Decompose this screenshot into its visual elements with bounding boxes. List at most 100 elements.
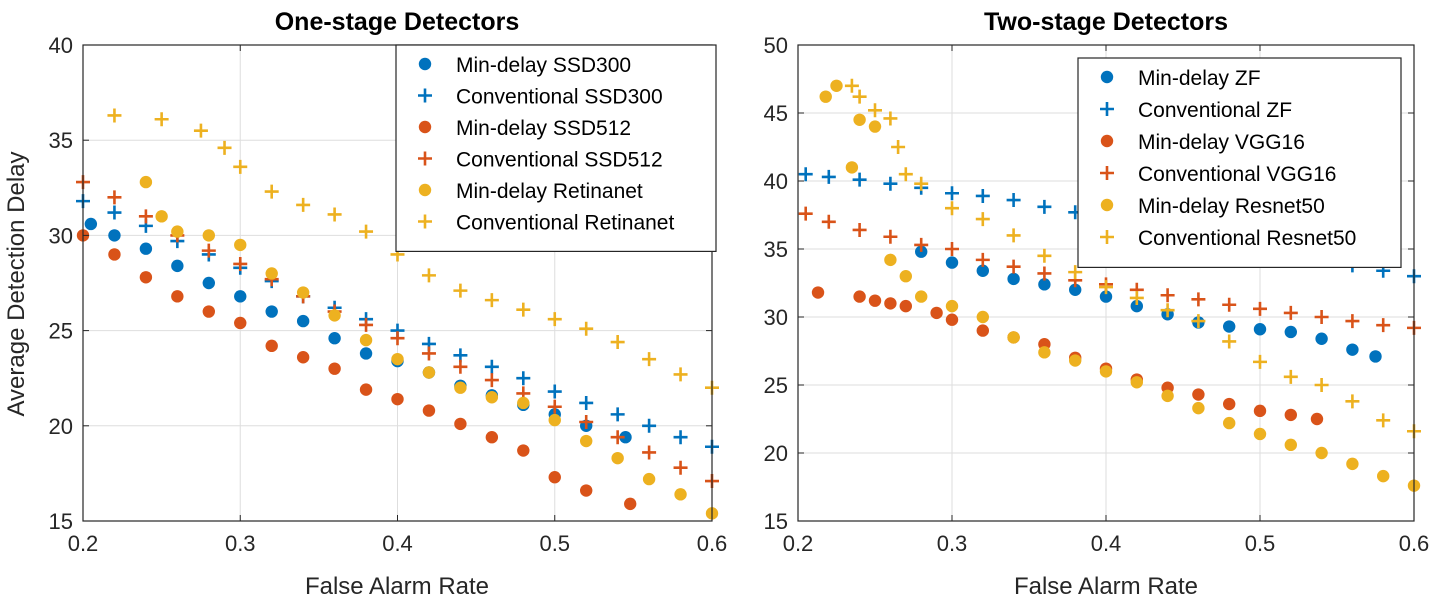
x-axis-label: False Alarm Rate [305,573,489,600]
data-point [579,414,594,429]
data-point [171,290,184,303]
data-point [642,445,657,460]
data-point [359,347,373,360]
data-point [485,391,499,404]
data-point [868,120,882,133]
x-tick-label: 0.5 [1245,531,1276,556]
x-tick-labels: 0.2 0.3 0.4 0.5 0.6 [783,531,1430,556]
data-point [1223,397,1236,411]
data-point [1037,266,1052,281]
data-point [547,399,562,414]
data-point [830,79,843,93]
data-point [853,113,866,127]
data-point [154,112,169,127]
data-point [328,309,341,322]
data-point [1161,389,1174,403]
data-point [548,413,561,427]
data-point [1130,376,1144,389]
data-point [868,294,882,307]
data-point [171,259,184,273]
data-point [359,317,374,332]
data-point [642,472,656,486]
data-point [84,217,98,231]
data-point [580,484,593,497]
data-point [485,431,499,444]
y-tick-label: 30 [49,223,73,248]
data-marks [798,78,1421,492]
data-point [976,310,989,324]
data-point [454,381,467,394]
data-point [819,90,832,103]
data-point [1253,323,1267,336]
x-tick-label: 0.3 [937,531,968,556]
data-point [421,346,436,361]
x-tick-label: 0.4 [1091,531,1122,556]
data-point [202,229,215,242]
data-point [899,299,912,313]
data-point [673,367,688,382]
series-conventional-retinanet [107,108,719,395]
data-point [1069,283,1082,296]
legend-item: Min-delay Retinanet [418,180,643,203]
data-point [798,206,813,221]
series-min-delay-resnet50 [819,79,1421,492]
data-point [264,184,279,199]
legend-item: Conventional Retinanet [418,212,674,235]
legend-label: Min-delay SSD300 [456,54,631,77]
y-tick-label: 25 [764,373,788,398]
x-tick-label: 0.3 [225,531,256,556]
one-stage-chart-panel: One-stage Detectors 0.2 0.3 0.4 0.5 0.6 15 20… [3,8,727,600]
data-point [1253,354,1267,369]
data-point [296,197,311,212]
data-point [1006,228,1021,243]
data-point [1192,401,1205,415]
y-tick-label: 15 [49,509,73,534]
data-point [296,314,310,328]
y-tick-label: 45 [764,101,788,126]
data-point [1099,290,1113,303]
data-point [1369,350,1382,363]
y-tick-label: 40 [49,33,73,58]
legend-label: Conventional SSD300 [456,86,663,109]
data-point [391,392,404,406]
data-point [265,267,278,280]
data-point [945,201,959,216]
data-point [975,188,990,203]
data-point [821,214,836,229]
data-point [624,497,637,511]
chart-title: One-stage Detectors [275,8,520,36]
data-point [868,103,882,118]
data-point [1223,320,1236,333]
legend-box [1077,57,1402,268]
data-point [1376,413,1391,428]
data-point [1069,354,1082,367]
data-point [1345,314,1360,329]
legend-item: Conventional VGG16 [1100,163,1336,186]
data-point [844,78,859,93]
legend-marker-icon [1100,70,1114,84]
data-point [547,312,562,327]
data-point [619,431,632,444]
series-min-delay-zf [915,245,1382,363]
data-point [1284,438,1298,452]
legend-marker-icon [418,183,432,197]
data-point [1099,280,1113,295]
data-point [265,305,278,318]
y-tick-labels: 15 20 25 30 35 40 45 50 [764,33,788,534]
data-point [517,444,530,457]
data-point [1253,427,1267,441]
legend-marker-icon [418,120,432,134]
data-point [108,229,121,242]
data-point [945,256,959,269]
data-point [975,252,990,267]
data-point [1160,303,1175,318]
y-tick-label: 20 [49,414,73,439]
data-point [265,339,278,353]
data-point [517,396,530,410]
data-point [853,290,866,303]
data-point [1038,278,1051,291]
data-point [930,306,943,320]
data-point [139,271,153,284]
data-point [642,352,657,367]
data-point [852,89,867,104]
